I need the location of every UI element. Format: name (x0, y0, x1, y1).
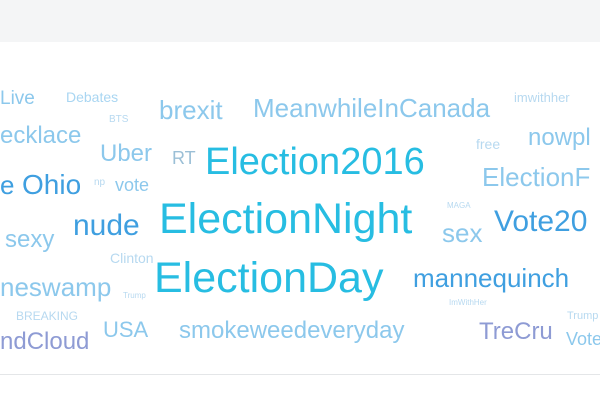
word-smokeweedeveryday[interactable]: smokeweedeveryday (179, 317, 405, 344)
word-imwithher[interactable]: imwithher (514, 90, 570, 105)
word-e[interactable]: e (0, 170, 15, 200)
word-imwithher-small[interactable]: ImWithHer (449, 298, 487, 307)
word-electionf[interactable]: ElectionF (482, 162, 591, 192)
word-ohio[interactable]: Ohio (22, 169, 82, 200)
word-free[interactable]: free (476, 136, 501, 152)
word-election2016[interactable]: Election2016 (205, 141, 425, 183)
word-neswamp[interactable]: neswamp (0, 272, 112, 302)
word-usa[interactable]: USA (103, 317, 149, 342)
top-header-band (0, 0, 600, 42)
word-clinton[interactable]: Clinton (110, 250, 154, 266)
word-vote-edge[interactable]: Vote (566, 329, 600, 349)
word-electionday[interactable]: ElectionDay (154, 254, 384, 302)
word-ecklace[interactable]: ecklace (0, 122, 82, 149)
word-cloud-panel: Election2016 ElectionNight ElectionDay M… (0, 42, 600, 374)
word-trecru[interactable]: TreCru (479, 318, 553, 345)
word-live[interactable]: Live (0, 88, 35, 109)
word-ndcloud[interactable]: ndCloud (0, 328, 90, 355)
word-np[interactable]: np (94, 177, 106, 188)
word-debates[interactable]: Debates (66, 89, 119, 105)
word-sexy[interactable]: sexy (5, 226, 55, 253)
word-meanwhileincanada[interactable]: MeanwhileInCanada (253, 93, 491, 123)
word-vote[interactable]: vote (115, 175, 150, 195)
word-sex[interactable]: sex (442, 218, 483, 248)
word-rt[interactable]: RT (172, 148, 196, 168)
word-bts[interactable]: BTS (109, 114, 129, 125)
word-vote20[interactable]: Vote20 (494, 205, 588, 238)
word-nude[interactable]: nude (73, 209, 140, 242)
word-trump[interactable]: Trump (123, 291, 146, 300)
word-trump-small[interactable]: Trump (567, 310, 599, 322)
bottom-footer-band (0, 374, 600, 401)
word-nowpl[interactable]: nowpl (528, 124, 591, 151)
word-maga[interactable]: MAGA (447, 201, 471, 210)
word-mannequinch[interactable]: mannequinch (413, 263, 570, 293)
word-breaking[interactable]: BREAKING (16, 309, 79, 323)
word-electionnight[interactable]: ElectionNight (159, 195, 413, 243)
word-uber[interactable]: Uber (100, 140, 153, 167)
word-brexit[interactable]: brexit (159, 95, 223, 125)
